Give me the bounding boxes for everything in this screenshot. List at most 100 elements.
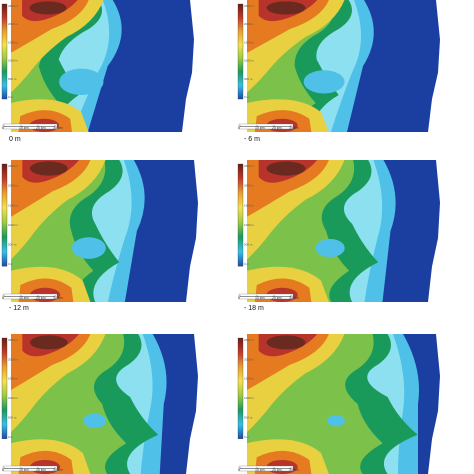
map-edge-mask	[182, 0, 210, 132]
scale-tick-label: 30 km	[289, 126, 299, 130]
elevation-legend: 2600 m 2000 m 1500 m 1000 m 500 m 0 m	[237, 163, 255, 267]
legend-color-bar	[237, 3, 244, 100]
legend-tick-label: 2600 m	[8, 338, 19, 342]
legend-tick-label: 1000 m	[244, 223, 255, 227]
summit	[266, 161, 306, 176]
scale-tick-label: 0	[238, 468, 240, 472]
scale-tick-label: 20 km	[36, 126, 46, 130]
map-panel-0m: 2600 m 2000 m 1500 m 1000 m 500 m 0 m 0 10 km 20…	[0, 0, 210, 132]
bay	[59, 68, 104, 96]
elevation-legend: 2600 m 2000 m 1500 m 1000 m 500 m 0 m	[1, 337, 19, 439]
map-edge-mask	[186, 160, 214, 302]
legend-color-bar	[1, 3, 8, 100]
scale-tick-label: 10 km	[19, 296, 29, 300]
map-panel-minus18m: 2600 m 2000 m 1500 m 1000 m 500 m 0 m 0 10 km 20…	[236, 160, 456, 302]
legend-tick-label: 2600 m	[244, 164, 255, 168]
legend-tick-label: 2600 m	[244, 4, 255, 8]
legend-color-bar	[1, 337, 8, 439]
scale-tick-label: 10 km	[19, 468, 29, 472]
map-edge-mask	[428, 160, 456, 302]
scale-tick-label: 0	[2, 296, 4, 300]
legend-tick-label: 2600 m	[8, 4, 19, 8]
legend-tick-label: 1000 m	[244, 396, 255, 400]
bay	[303, 70, 345, 94]
map-panel-minus12m: 2600 m 2000 m 1500 m 1000 m 500 m 0 m 0 10 km 20…	[0, 160, 214, 302]
scale-bar: 0 10 km 20 km 30 km	[238, 123, 299, 130]
scale-bar: 0 10 km 20 km 30 km	[238, 465, 299, 472]
map-minus6m: 2600 m 2000 m 1500 m 1000 m 500 m 0 m 0 10 km 20…	[236, 0, 456, 132]
elevation-legend: 2600 m 2000 m 1500 m 1000 m 500 m 0 m	[1, 163, 19, 267]
scale-bar: 0 10 km 20 km 30 km	[2, 465, 63, 472]
map-minus18m: 2600 m 2000 m 1500 m 1000 m 500 m 0 m 0 10 km 20…	[236, 160, 456, 302]
legend-tick-label: 2600 m	[8, 164, 19, 168]
legend-tick-label: 1500 m	[8, 203, 19, 207]
map-edge-mask	[186, 334, 214, 474]
legend-tick-label: 1500 m	[8, 40, 19, 44]
bay	[83, 413, 107, 429]
legend-tick-label: 500 m	[8, 243, 17, 247]
bay	[327, 415, 345, 427]
legend-tick-label: 1500 m	[244, 203, 255, 207]
legend-tick-label: 500 m	[244, 415, 253, 419]
scale-tick-label: 10 km	[19, 126, 29, 130]
map-edge-mask	[428, 0, 456, 132]
elevation-legend: 2600 m 2000 m 1500 m 1000 m 500 m 0 m	[237, 3, 255, 100]
legend-color-bar	[237, 337, 244, 439]
scale-bar: 0 10 km 20 km 30 km	[2, 123, 63, 130]
map-panel-6-svg: 2600 m 2000 m 1500 m 1000 m 500 m 0 m 0 10 km 20…	[236, 334, 456, 474]
scale-tick-label: 20 km	[36, 468, 46, 472]
scale-tick-label: 0	[2, 126, 4, 130]
legend-tick-label: 2000 m	[244, 357, 255, 361]
scale-tick-label: 30 km	[289, 468, 299, 472]
legend-tick-label: 2600 m	[244, 338, 255, 342]
legend-tick-label: 1000 m	[8, 396, 19, 400]
elevation-legend: 2600 m 2000 m 1500 m 1000 m 500 m 0 m	[237, 337, 255, 439]
scale-tick-label: 20 km	[272, 296, 282, 300]
panel-caption: - 6 m	[244, 136, 260, 143]
elevation-legend: 2600 m 2000 m 1500 m 1000 m 500 m 0 m	[1, 3, 19, 100]
map-0m: 2600 m 2000 m 1500 m 1000 m 500 m 0 m 0 10 km 20…	[0, 0, 210, 132]
map-minus12m: 2600 m 2000 m 1500 m 1000 m 500 m 0 m 0 10 km 20…	[0, 160, 214, 302]
legend-tick-label: 0 m	[8, 95, 14, 99]
legend-color-bar	[237, 163, 244, 267]
legend-tick-label: 0 m	[8, 262, 14, 266]
legend-tick-label: 1500 m	[244, 377, 255, 381]
summit	[29, 161, 68, 176]
scale-tick-label: 20 km	[272, 126, 282, 130]
scale-bar: 0 10 km 20 km 30 km	[238, 293, 299, 300]
panel-caption: - 12 m	[9, 305, 29, 312]
scale-tick-label: 30 km	[53, 468, 63, 472]
legend-tick-label: 2000 m	[8, 22, 19, 26]
scale-tick-label: 0	[238, 126, 240, 130]
scale-tick-label: 10 km	[255, 126, 265, 130]
map-panel-5: 2600 m 2000 m 1500 m 1000 m 500 m 0 m 0 10 km 20…	[0, 334, 214, 474]
legend-tick-label: 2000 m	[8, 357, 19, 361]
legend-tick-label: 500 m	[8, 77, 17, 81]
legend-tick-label: 0 m	[244, 262, 250, 266]
summit	[29, 1, 67, 15]
legend-tick-label: 1500 m	[244, 40, 255, 44]
scale-tick-label: 30 km	[53, 296, 63, 300]
summit	[266, 335, 306, 350]
scale-tick-label: 30 km	[289, 296, 299, 300]
scale-bar: 0 10 km 20 km 30 km	[2, 293, 63, 300]
legend-tick-label: 1000 m	[244, 59, 255, 63]
scale-tick-label: 20 km	[36, 296, 46, 300]
map-panel-minus6m: 2600 m 2000 m 1500 m 1000 m 500 m 0 m 0 10 km 20…	[236, 0, 456, 132]
bay	[71, 237, 106, 259]
legend-tick-label: 500 m	[8, 415, 17, 419]
legend-tick-label: 0 m	[244, 95, 250, 99]
bay	[315, 238, 345, 258]
legend-tick-label: 2000 m	[244, 22, 255, 26]
legend-tick-label: 0 m	[8, 435, 14, 439]
legend-color-bar	[1, 163, 8, 267]
panel-caption: - 18 m	[244, 305, 264, 312]
legend-tick-label: 500 m	[244, 77, 253, 81]
legend-tick-label: 1000 m	[8, 59, 19, 63]
legend-tick-label: 1000 m	[8, 223, 19, 227]
map-panel-5-svg: 2600 m 2000 m 1500 m 1000 m 500 m 0 m 0 10 km 20…	[0, 334, 214, 474]
scale-tick-label: 30 km	[53, 126, 63, 130]
scale-tick-label: 10 km	[255, 296, 265, 300]
summit	[266, 1, 306, 15]
legend-tick-label: 2000 m	[244, 184, 255, 188]
